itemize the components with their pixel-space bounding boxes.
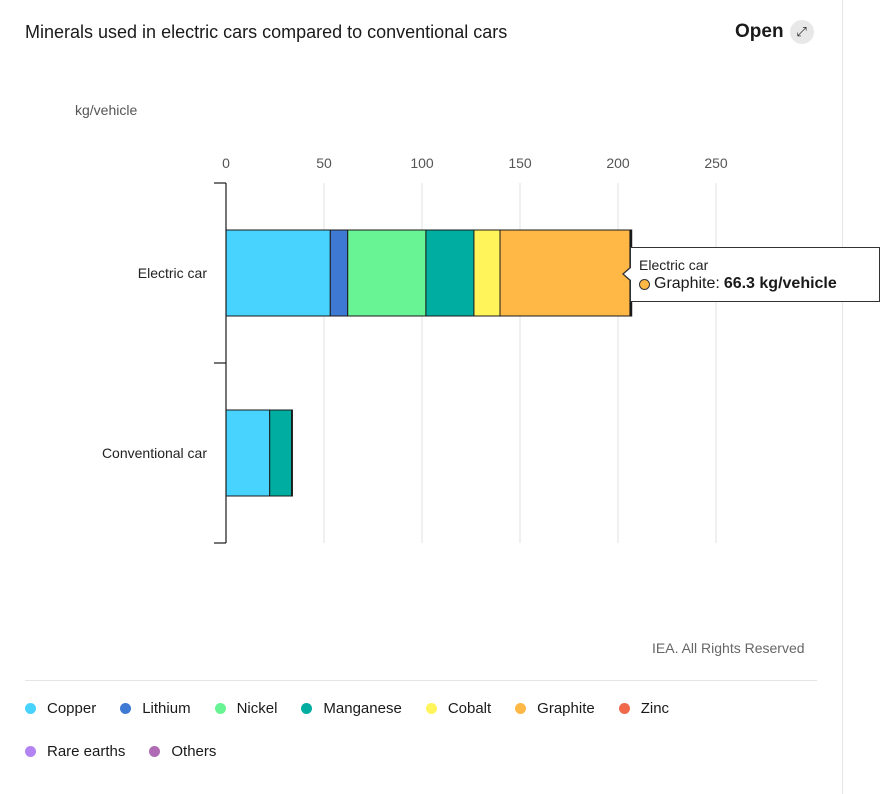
bar-segment-manganese [269,409,293,497]
x-tick-label: 50 [316,155,332,171]
legend-dot-icon [425,703,437,714]
legend-dot-icon [214,703,226,714]
legend-label: Copper [47,700,97,717]
legend-item-copper[interactable]: Copper [25,700,96,717]
bar-segment-cobalt [473,229,501,317]
legend-dot-icon [25,746,36,757]
credit-text: IEA. All Rights Reserved [652,640,805,656]
bar-chart: 0 50 100 150 200 250 Electric car Conventional… [102,155,728,544]
bar-segment-manganese [425,229,475,317]
tooltip-value: 66.3 kg/vehicle [723,275,837,292]
bar-segment-graphite [499,229,631,317]
legend-dot-icon [120,703,132,714]
legend-label: Cobalt [447,700,492,717]
bar-segment-nickel [347,229,427,317]
legend-label: Graphite [537,700,595,717]
bars [225,229,633,497]
expand-arrows-icon: ⤢ [789,20,814,44]
legend-label: Manganese [323,700,402,717]
category-label: Conventional car [102,445,207,461]
category-label: Electric car [138,265,208,281]
legend-item-cobalt[interactable]: Cobalt [425,700,492,717]
chart-card: Minerals used in electric cars compared … [25,0,880,794]
x-tick-label: 150 [508,155,532,171]
legend-item-lithium[interactable]: Lithium [120,700,191,717]
legend-divider [25,680,817,681]
category-labels: Electric car Conventional car [102,265,207,461]
legend-item-rare-earths[interactable]: Rare earths [25,743,125,760]
legend-label: Rare earths [47,743,126,760]
legend-dot-icon [301,703,313,714]
tooltip: Electric car Graphite: 66.3 kg/vehicle [622,247,880,302]
legend-item-graphite[interactable]: Graphite [515,700,595,717]
legend-label: Others [171,743,217,760]
bar-segment-copper [225,229,331,317]
y-axis [214,182,227,544]
legend-dot-icon [618,703,630,714]
bar-segment-lithium [329,229,349,317]
x-tick-label: 0 [222,155,230,171]
legend-dot-icon [515,703,527,714]
chart-title: Minerals used in electric cars compared … [25,22,508,42]
y-axis-unit: kg/vehicle [75,102,138,118]
x-tick-label: 100 [410,155,434,171]
legend-label: Lithium [142,700,191,717]
legend-dot-icon [149,746,161,757]
tooltip-category: Electric car [639,257,709,273]
bar-segment-others [291,409,293,497]
legend: Copper Lithium Nickel Manganese Cobalt Graphi… [25,700,825,760]
bar-segment-copper [225,409,271,497]
x-tick-label: 200 [606,155,630,171]
legend-label: Nickel [236,700,278,717]
x-tick-labels: 0 50 100 150 200 250 [222,155,728,171]
legend-item-zinc[interactable]: Zinc [618,700,670,717]
legend-item-nickel[interactable]: Nickel [214,700,278,717]
open-label: Open [735,21,784,42]
legend-label: Zinc [640,700,670,717]
x-tick-label: 250 [704,155,728,171]
legend-item-manganese[interactable]: Manganese [301,700,402,717]
legend-item-others[interactable]: Others [149,743,216,760]
open-button[interactable]: Open ⤢ [735,20,814,44]
tooltip-color-dot [639,278,650,290]
legend-dot-icon [25,703,36,714]
tooltip-series: Graphite: [654,275,720,292]
